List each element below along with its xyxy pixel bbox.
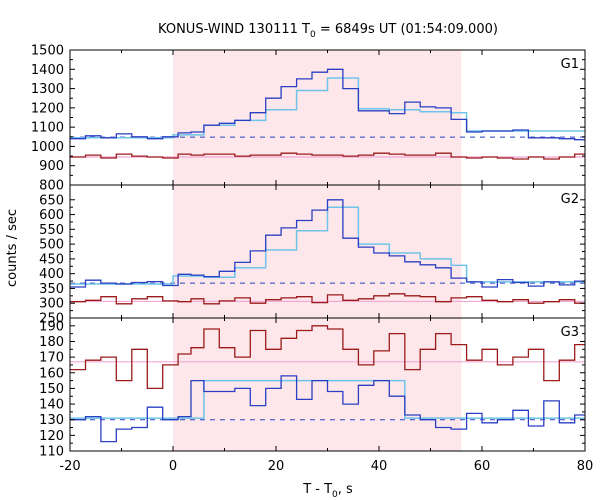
y-tick-label: 300 [39,297,64,312]
x-tick-label: 40 [371,459,388,474]
y-tick-label: 900 [39,159,64,174]
plot-area: 800900100011001200130014001500G125030035… [31,44,593,475]
series-red-step [70,293,585,305]
y-tick-label: 800 [39,179,64,194]
x-tick-label: 20 [268,459,285,474]
y-tick-label: 550 [39,223,64,238]
y-tick-label: 1000 [31,140,64,155]
y-tick-label: 120 [39,429,64,444]
y-tick-label: 500 [39,238,64,253]
y-tick-label: 1400 [31,63,64,78]
y-tick-label: 150 [39,382,64,397]
y-tick-label: 450 [39,252,64,267]
y-tick-label: 250 [39,312,64,327]
y-tick-label: 1100 [31,121,64,136]
y-tick-label: 600 [39,208,64,223]
y-tick-label: 110 [39,445,64,460]
x-tick-label: 60 [474,459,491,474]
x-tick-label: -20 [59,459,80,474]
panel-label: G2 [561,192,579,207]
y-tick-label: 170 [39,351,64,366]
x-axis-label: T - T0, s [302,482,353,500]
x-tick-label: 80 [577,459,594,474]
shaded-interval [173,50,462,451]
y-tick-label: 1500 [31,44,64,59]
chart-title: KONUS-WIND 130111 T0 = 6849s UT (01:54:0… [158,22,498,40]
y-tick-label: 400 [39,267,64,282]
series-blue-step [70,199,585,288]
panel-label: G3 [561,325,579,340]
series-model-step [70,379,585,419]
y-tick-label: 160 [39,366,64,381]
y-tick-label: 350 [39,282,64,297]
y-tick-label: 650 [39,193,64,208]
panel-g1: 800 900 1000 1100 1200 1300 1400 1500 G1 [31,44,586,194]
series-blue-step [70,375,585,443]
series-blue-step [70,68,585,141]
y-tick-label: 130 [39,413,64,428]
y-tick-label: 190 [39,319,64,334]
series-red-step [70,152,585,160]
y-tick-label: 180 [39,335,64,350]
y-tick-label: 1300 [31,82,64,97]
x-tick-label: 0 [169,459,177,474]
y-axis-label: counts / sec [5,209,20,287]
y-tick-label: 140 [39,398,64,413]
series-red-step [70,325,585,390]
y-tick-label: 1200 [31,101,64,116]
panel-label: G1 [561,57,579,72]
